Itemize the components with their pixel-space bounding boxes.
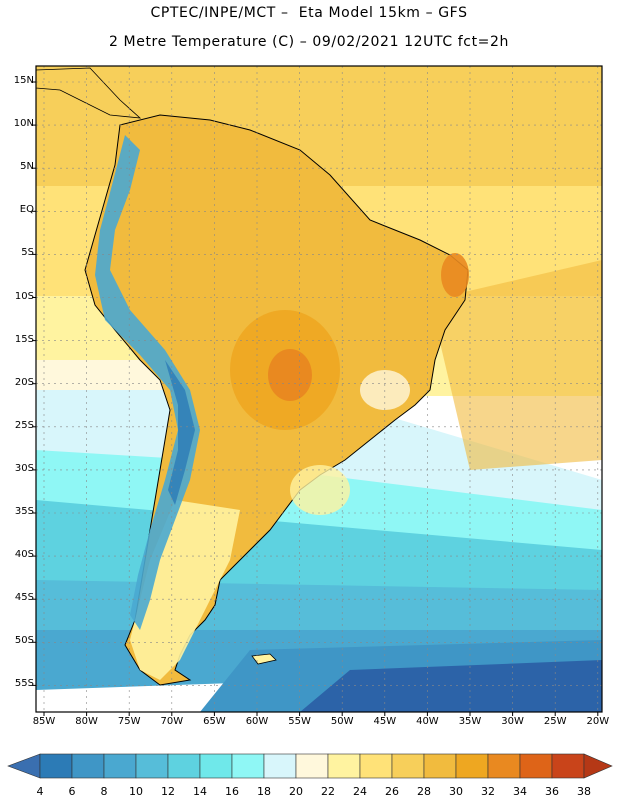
colorbar-swatch bbox=[135, 753, 169, 779]
lat-label: 25S bbox=[14, 419, 34, 431]
temperature-map bbox=[32, 65, 603, 716]
colorbar-swatch bbox=[551, 753, 585, 779]
colorbar-swatch bbox=[295, 753, 329, 779]
colorbar-label: 36 bbox=[545, 785, 559, 798]
lat-label: 55S bbox=[14, 678, 34, 690]
colorbar-label: 6 bbox=[68, 785, 76, 798]
heat-max bbox=[268, 349, 312, 401]
lat-label: 15S bbox=[14, 333, 34, 345]
colorbar-label: 38 bbox=[577, 785, 591, 798]
colorbar-arrow-high bbox=[583, 753, 613, 779]
colorbar-label: 4 bbox=[36, 785, 44, 798]
colorbar-label: 14 bbox=[193, 785, 207, 798]
grid-lines bbox=[36, 66, 602, 712]
colorbar-label: 32 bbox=[481, 785, 495, 798]
colorbar-swatch bbox=[487, 753, 521, 779]
northeast-heat bbox=[441, 253, 469, 297]
colorbar-label: 20 bbox=[289, 785, 303, 798]
colorbar-swatch bbox=[71, 753, 105, 779]
colorbar bbox=[7, 753, 613, 779]
colorbar-swatch bbox=[199, 753, 233, 779]
lat-label: 10N bbox=[13, 118, 34, 130]
colorbar-swatch bbox=[263, 753, 297, 779]
andes-cold bbox=[95, 135, 200, 630]
lat-label: 15N bbox=[13, 75, 34, 86]
lon-label: 25W bbox=[543, 716, 567, 727]
colorbar-label: 12 bbox=[161, 785, 175, 798]
ocean-band-6 bbox=[300, 660, 602, 712]
colorbar-label: 16 bbox=[225, 785, 239, 798]
colorbar-swatch bbox=[423, 753, 457, 779]
colorbar-label: 8 bbox=[100, 785, 108, 798]
colorbar-swatch bbox=[39, 753, 73, 779]
central-america-land bbox=[36, 67, 142, 119]
lat-label: 5S bbox=[21, 247, 34, 259]
lon-label: 35W bbox=[458, 716, 482, 727]
lat-label: 50S bbox=[14, 635, 34, 647]
colorbar-label: 34 bbox=[513, 785, 527, 798]
lon-label: 40W bbox=[416, 716, 439, 727]
lon-label: 50W bbox=[330, 716, 354, 727]
colorbar-label: 30 bbox=[449, 785, 463, 798]
colorbar-swatch bbox=[167, 753, 201, 779]
lat-label: 35S bbox=[14, 506, 34, 517]
lat-label: 45S bbox=[14, 592, 34, 604]
colorbar-label: 28 bbox=[417, 785, 431, 798]
lon-label: 45W bbox=[373, 716, 397, 727]
lon-label: 80W bbox=[75, 716, 98, 727]
lon-label: 20W bbox=[586, 716, 610, 727]
lat-label: 10S bbox=[14, 290, 34, 302]
colorbar-label: 26 bbox=[385, 785, 399, 798]
lat-label: 20S bbox=[14, 376, 34, 388]
map-subtitle: 2 Metre Temperature (C) – 09/02/2021 12U… bbox=[109, 34, 509, 50]
colorbar-swatch bbox=[519, 753, 553, 779]
lat-label: 40S bbox=[14, 549, 34, 561]
andes-cold-core bbox=[165, 360, 195, 505]
colorbar-label: 10 bbox=[129, 785, 143, 798]
map-title: CPTEC/INPE/MCT – Eta Model 15km – GFS bbox=[150, 5, 468, 21]
lat-label: 5N bbox=[20, 161, 34, 173]
colorbar-swatch bbox=[455, 753, 489, 779]
ocean-warm-core bbox=[430, 260, 602, 470]
lon-label: 70W bbox=[160, 716, 184, 727]
falklands bbox=[251, 653, 277, 665]
lat-label: 30S bbox=[14, 462, 34, 474]
lon-label: 55W bbox=[288, 716, 311, 727]
lat-label: EQ bbox=[19, 204, 34, 216]
colorbar-label: 18 bbox=[257, 785, 271, 798]
map-frame bbox=[35, 65, 603, 713]
lon-label: 30W bbox=[501, 716, 524, 727]
colorbar-label: 22 bbox=[321, 785, 335, 798]
colorbar-swatch bbox=[231, 753, 265, 779]
axis-ticks bbox=[32, 81, 599, 716]
south-brazil-cool bbox=[290, 465, 350, 515]
lon-label: 75W bbox=[117, 716, 141, 727]
colorbar-arrow-low bbox=[7, 753, 41, 779]
lon-label: 65W bbox=[203, 716, 226, 727]
colorbar-swatch bbox=[327, 753, 361, 779]
colorbar-swatch bbox=[103, 753, 137, 779]
lon-label: 85W bbox=[32, 716, 56, 727]
colorbar-swatch bbox=[359, 753, 393, 779]
colorbar-swatch bbox=[391, 753, 425, 779]
lon-label: 60W bbox=[245, 716, 269, 727]
colorbar-label: 24 bbox=[353, 785, 367, 798]
